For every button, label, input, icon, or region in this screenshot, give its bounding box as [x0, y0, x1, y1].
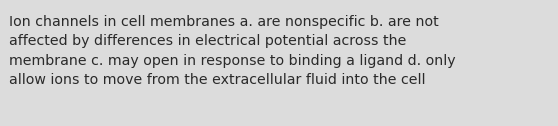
Text: Ion channels in cell membranes a. are nonspecific b. are not
affected by differe: Ion channels in cell membranes a. are no…	[9, 15, 455, 87]
